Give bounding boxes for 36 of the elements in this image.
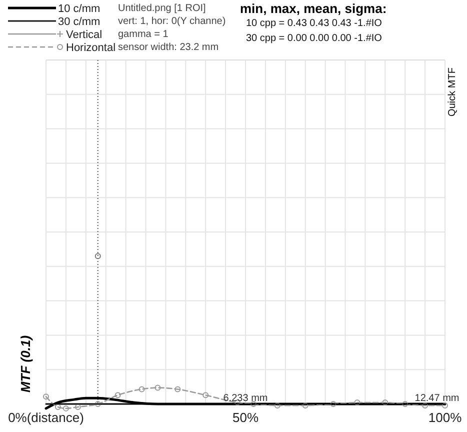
annotation: 12.47 mm — [414, 393, 460, 404]
legend-label: 30 c/mm — [58, 16, 100, 28]
annotation: 6.233 mm — [223, 393, 268, 404]
point — [138, 386, 145, 392]
point — [330, 401, 336, 407]
legend-label: Vertical — [66, 29, 102, 41]
text: Untitled.png [1 ROI] — [118, 3, 206, 14]
point — [302, 402, 308, 408]
x-tick-label: 100% — [428, 410, 462, 425]
x-tick-label: 50% — [232, 410, 259, 425]
point — [402, 401, 408, 407]
point — [94, 253, 101, 260]
point — [250, 401, 256, 407]
point — [382, 400, 388, 406]
point — [94, 401, 101, 407]
point — [62, 405, 69, 412]
point — [442, 402, 448, 408]
x-tick-label: 0%(distance) — [8, 410, 84, 425]
point — [274, 402, 280, 408]
point — [174, 386, 181, 392]
chart-title: min, max, mean, sigma: — [240, 1, 387, 16]
point — [202, 392, 209, 398]
legend-label: Horizontal — [66, 42, 116, 54]
point — [354, 400, 360, 406]
y-axis-title: MTF (0.1) — [18, 335, 33, 393]
text: sensor width: 23.2 mm — [118, 42, 219, 53]
text: vert: 1, hor: 0(Y channe) — [118, 16, 226, 27]
legend-label: 10 c/mm — [58, 3, 100, 15]
text: gamma = 1 — [118, 29, 169, 40]
text: 30 cpp = 0.00 0.00 0.00 -1.#IO — [246, 33, 382, 44]
point — [43, 394, 49, 400]
text: 10 cpp = 0.43 0.43 0.43 -1.#IO — [246, 18, 382, 29]
text: Quick MTF — [447, 68, 458, 116]
point — [154, 384, 161, 391]
point — [422, 402, 428, 408]
point — [114, 392, 121, 398]
